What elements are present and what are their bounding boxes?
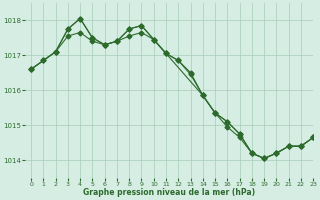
X-axis label: Graphe pression niveau de la mer (hPa): Graphe pression niveau de la mer (hPa) [83, 188, 255, 197]
